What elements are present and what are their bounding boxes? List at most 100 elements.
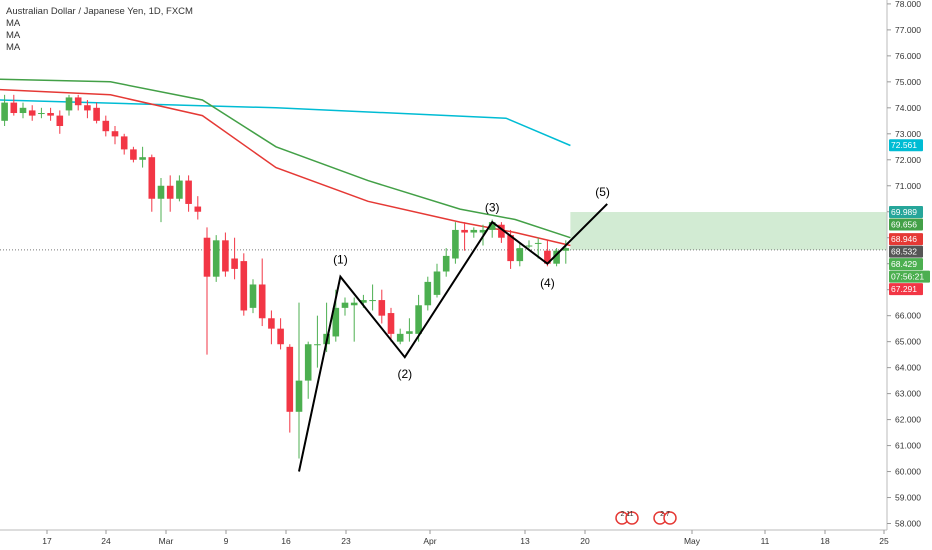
candle-body[interactable] [314,344,321,346]
price-badge-label: 72.561 [891,140,917,150]
y-tick-label: 78.000 [895,0,921,9]
price-badge [889,283,923,296]
candle-body[interactable] [286,346,294,412]
candle-body[interactable] [130,149,137,160]
candle-body[interactable] [93,107,100,121]
ma-line-3[interactable] [0,88,571,247]
candle-body[interactable] [479,229,487,233]
wave-label-1[interactable]: (1) [333,253,348,267]
candle-body[interactable] [406,331,413,334]
candle-body[interactable] [1,102,8,121]
candle-body[interactable] [84,105,91,111]
price-badge [889,233,923,246]
candle-body[interactable] [19,107,27,114]
price-badge [889,218,923,231]
y-tick-label: 59.000 [895,493,921,503]
x-tick-label: 24 [101,536,111,546]
y-tick-label: 66.000 [895,311,921,321]
candle-body[interactable] [378,300,386,316]
candle-body[interactable] [277,328,284,345]
ma-label-2[interactable]: MA [6,30,21,41]
candle-body[interactable] [461,229,468,233]
candle-body[interactable] [185,180,192,204]
candle-body[interactable] [350,302,358,306]
candle-body[interactable] [332,307,340,337]
candle-body[interactable] [387,313,395,334]
ma-label-3[interactable]: MA [6,42,21,53]
time-axis[interactable] [0,530,932,550]
candle-body[interactable] [194,206,202,212]
y-tick-label: 76.000 [895,51,921,61]
candle-body[interactable] [295,380,303,412]
candle-body[interactable] [120,136,128,150]
candle-body[interactable] [222,240,229,272]
candle-body[interactable] [304,344,312,381]
y-tick-label: 58.000 [895,519,921,529]
candle-body[interactable] [231,258,238,269]
candle-body[interactable] [203,237,211,277]
event-icon[interactable] [625,511,639,525]
price-badge-label: 68.532 [891,247,917,257]
candle-body[interactable] [442,255,450,272]
candle-body[interactable] [360,300,367,303]
candle-body[interactable] [38,113,45,115]
candle-body[interactable] [157,185,165,199]
candle-body[interactable] [65,97,73,111]
wave-label-5[interactable]: (5) [595,185,610,199]
ma-line-2[interactable] [0,78,571,239]
candle-body[interactable] [553,250,560,264]
price-badge-label: 68.429 [891,259,917,269]
elliott-wave-line[interactable] [298,203,608,472]
wave-label-2[interactable]: (2) [397,367,412,381]
y-tick-label: 75.000 [895,77,921,87]
candle-body[interactable] [148,157,156,199]
candle-body[interactable] [516,248,524,262]
candle-body[interactable] [415,305,422,334]
x-tick-label: 20 [580,536,590,546]
candle-body[interactable] [28,110,36,116]
chart-legend: Australian Dollar / Japanese Yen, 1D, FX… [6,6,193,54]
ma-line-1[interactable] [0,99,571,147]
candle-body[interactable] [249,284,257,308]
candle-body[interactable] [74,97,82,106]
candle-body[interactable] [240,261,248,311]
candle-body[interactable] [562,248,570,251]
candle-body[interactable] [176,180,183,199]
wave-label-4[interactable]: (4) [540,276,555,290]
candle-body[interactable] [544,250,551,264]
x-tick-label: 25 [879,536,889,546]
candle-body[interactable] [498,224,505,238]
candle-body[interactable] [452,229,459,259]
candle-body[interactable] [470,229,478,233]
candle-body[interactable] [433,271,441,295]
event-icon[interactable] [663,511,677,525]
x-tick-label: 23 [341,536,351,546]
event-icon-label: 2 11 [620,511,633,518]
candle-body[interactable] [111,131,119,137]
candle-body[interactable] [396,333,404,342]
candle-body[interactable] [47,113,54,116]
target-zone[interactable] [570,212,887,250]
y-tick-label: 77.000 [895,25,921,35]
candle-body[interactable] [212,240,220,277]
candle-body[interactable] [10,102,18,114]
y-tick-label: 60.000 [895,467,921,477]
price-badge [889,245,923,258]
candle-body[interactable] [341,302,349,308]
candle-body[interactable] [258,284,266,319]
x-tick-label: 16 [281,536,291,546]
candle-body[interactable] [488,222,496,230]
candle-body[interactable] [534,242,542,244]
candle-body[interactable] [166,185,174,199]
candle-body[interactable] [525,245,533,247]
candle-body[interactable] [424,281,432,306]
candle-body[interactable] [507,235,514,262]
candle-body[interactable] [268,318,275,329]
candle-body[interactable] [139,157,146,160]
candle-body[interactable] [369,300,376,302]
ma-label-1[interactable]: MA [6,18,21,29]
candle-body[interactable] [102,120,110,132]
wave-label-3[interactable]: (3) [485,201,500,215]
candle-body[interactable] [56,115,64,127]
